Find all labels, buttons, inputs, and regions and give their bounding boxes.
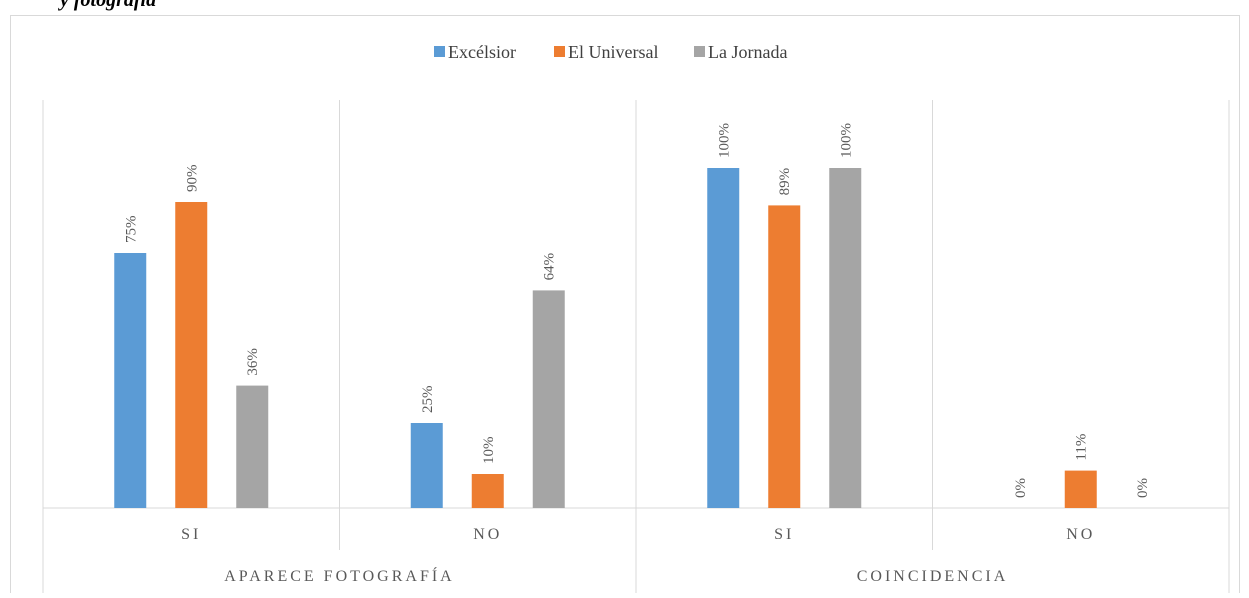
- data-label: 100%: [838, 123, 854, 158]
- data-label: 36%: [245, 348, 261, 376]
- bar: [532, 290, 565, 508]
- legend-swatch: [554, 46, 565, 57]
- bar: [236, 385, 269, 508]
- data-label: 64%: [542, 253, 558, 281]
- legend-label: Excélsior: [448, 42, 516, 62]
- group-label: COINCIDENCIA: [857, 568, 1009, 585]
- bar: [175, 202, 208, 508]
- x-tick-label: NO: [1066, 526, 1095, 543]
- chart-frame: [10, 15, 1240, 598]
- legend-swatch: [694, 46, 705, 57]
- data-label: 25%: [420, 386, 436, 414]
- data-label: 11%: [1074, 434, 1090, 461]
- bar: [471, 474, 504, 508]
- x-tick-label: SI: [774, 526, 794, 543]
- group-label: APARECE FOTOGRAFÍA: [224, 566, 454, 585]
- x-tick-label: NO: [473, 526, 502, 543]
- bar: [114, 253, 147, 508]
- x-tick-label: SI: [181, 526, 201, 543]
- data-label: 90%: [184, 165, 200, 193]
- data-label: 100%: [716, 123, 732, 158]
- bar: [707, 168, 740, 508]
- bar: [768, 205, 801, 508]
- legend-label: La Jornada: [708, 42, 787, 62]
- legend-label: El Universal: [568, 42, 658, 62]
- bar: [1064, 470, 1097, 508]
- data-label: 75%: [123, 216, 139, 244]
- legend-swatch: [434, 46, 445, 57]
- data-label: 0%: [1013, 478, 1029, 498]
- caption: y fotografía: [58, 0, 156, 11]
- data-label: 0%: [1135, 478, 1151, 498]
- data-label: 89%: [777, 168, 793, 196]
- bar: [410, 423, 443, 508]
- data-label: 10%: [481, 437, 497, 465]
- bar: [829, 168, 862, 508]
